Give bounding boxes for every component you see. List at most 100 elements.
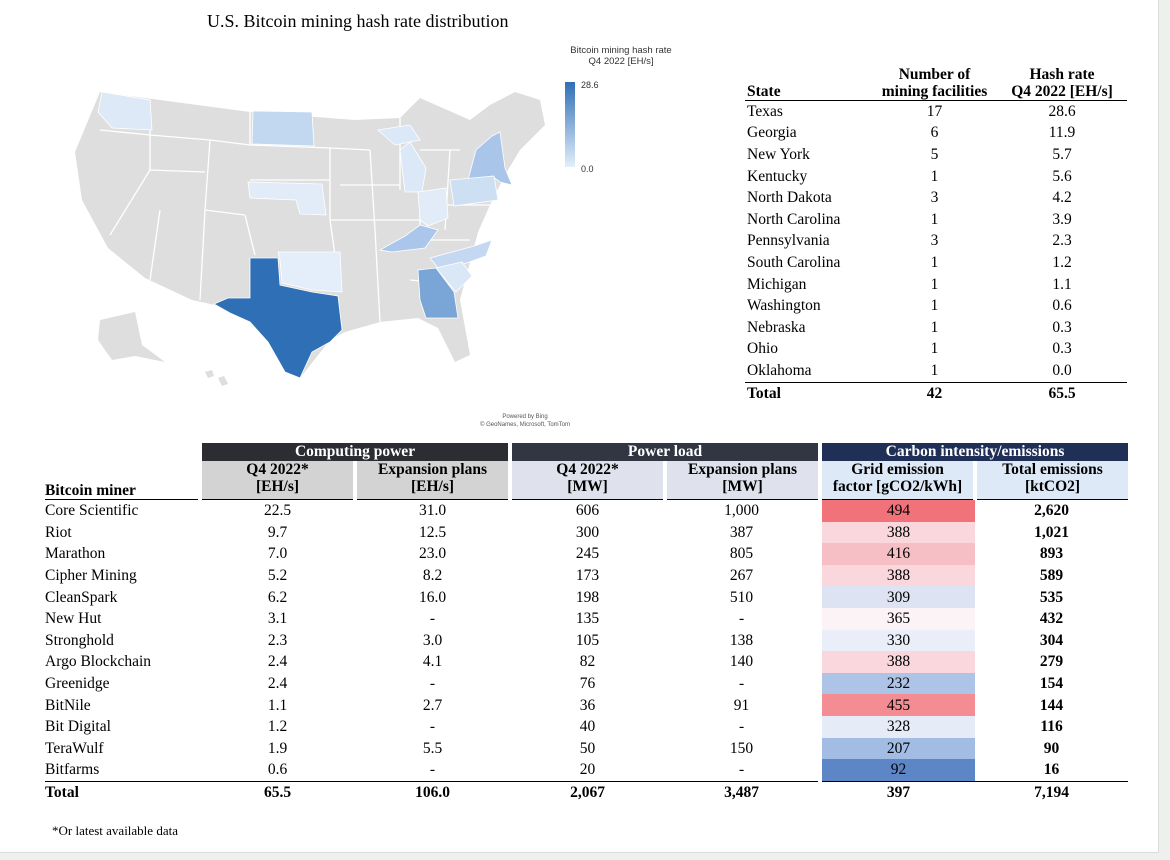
miner-name: Marathon [45,545,106,563]
miner-name: Greenidge [45,675,110,693]
miner-power-q4: 245 [575,545,600,563]
miner-hash-q4: 1.2 [267,718,288,736]
state-hash-rate: 3.9 [1052,210,1072,228]
state-row: New York 5 5.7 [745,144,1127,166]
state-hash-rate: 11.9 [1048,124,1076,142]
miner-row: Bit Digital 1.2 - 40 - 328 116 [45,715,1128,738]
state-name: Oklahoma [747,361,812,379]
miner-total-emissions: 116 [1040,718,1063,736]
miner-power-q4: 198 [575,588,600,606]
state-total-label: Total [747,384,781,402]
miner-grid-emission: 388 [818,564,976,587]
miner-hash-q4: 2.4 [267,653,288,671]
miner-row: CleanSpark 6.2 16.0 198 510 309 535 [45,586,1128,608]
legend-min-label: 0.0 [581,164,594,174]
miner-hash-exp: 16.0 [418,588,447,606]
state-hash-rate: 0.0 [1052,361,1072,379]
state-facilities: 1 [930,340,939,358]
state-facilities: 3 [930,189,939,207]
miner-row: Cipher Mining 5.2 8.2 173 267 388 589 [45,564,1128,587]
state-hawaii [205,370,228,386]
state-hash-rate: 1.1 [1052,275,1072,293]
miner-name: Core Scientific [45,502,139,520]
map-credit: Powered by Bing © GeoNames, Microsoft, T… [480,414,570,428]
miner-total-emissions: 144 [1039,696,1064,714]
miner-grid-emission: 328 [818,715,976,738]
miner-name: CleanSpark [45,588,118,606]
miner-name: TeraWulf [45,739,104,757]
miner-hash-exp: - [429,718,436,736]
miner-power-exp: - [738,610,745,628]
miner-grid-emission: 388 [818,521,976,544]
miner-grid-emission: 494 [818,499,976,522]
miner-hash-exp: 5.5 [422,739,443,757]
miner-table: Computing power Power load Carbon intens… [45,443,1129,804]
power-q4-header: Q4 2022* [MW] [508,461,666,500]
state-texas [213,257,343,379]
miner-hash-exp: 4.1 [422,653,443,671]
miner-total-power-exp: 3,487 [724,784,759,802]
state-ohio [417,187,449,227]
miner-total-emissions: 16 [1043,761,1060,779]
state-facilities: 1 [930,318,939,336]
state-row: Georgia 6 11.9 [745,123,1127,145]
miner-power-exp: 91 [733,696,750,714]
legend-max-label: 28.6 [581,80,599,90]
group-carbon-intensity: Carbon intensity/emissions [818,443,1129,461]
state-name: New York [747,145,810,163]
miner-grid-emission: 455 [818,694,976,716]
us-map [75,91,545,386]
miner-power-q4: 82 [579,653,596,671]
state-row: South Carolina 1 1.2 [745,252,1127,274]
miner-name: Bit Digital [45,718,111,736]
state-row: Kentucky 1 5.6 [745,166,1127,188]
miner-row: Greenidge 2.4 - 76 - 232 154 [45,672,1128,695]
state-south-carolina [435,261,473,293]
miner-power-q4: 173 [575,567,600,585]
facilities-header: Number of mining facilities [881,66,988,100]
miner-power-exp: 267 [729,567,754,585]
state-total-hash: 65.5 [1048,384,1076,402]
miner-row: TeraWulf 1.9 5.5 50 150 207 90 [45,737,1128,760]
state-facilities: 5 [930,145,939,163]
state-hash-rate: 1.2 [1052,253,1072,271]
miner-hash-q4: 1.1 [267,696,288,714]
state-row: Pennsylvania 3 2.3 [745,231,1127,253]
state-name: Nebraska [747,318,806,336]
state-name: Texas [747,102,783,120]
miner-row: New Hut 3.1 - 135 - 365 432 [45,607,1128,630]
state-facilities: 3 [930,232,939,250]
miner-hash-q4: 3.1 [267,610,288,628]
miner-row: BitNile 1.1 2.7 36 91 455 144 [45,694,1128,716]
miner-hash-q4: 5.2 [267,567,288,585]
state-name: Ohio [747,340,778,358]
state-washington [97,91,153,131]
state-row: Nebraska 1 0.3 [745,317,1127,339]
state-row: Michigan 1 1.1 [745,274,1127,296]
miner-power-exp: 1,000 [724,502,759,520]
miner-name: Argo Blockchain [45,653,152,671]
miner-hash-exp: 3.0 [422,631,443,649]
state-kentucky [378,224,439,253]
sub-header-row: Bitcoin miner Q4 2022* [EH/s] Expansion … [45,461,1129,500]
grid-emission-header: Grid emission factor [gCO2/kWh] [818,461,976,500]
state-nebraska [247,181,327,216]
miner-hash-q4: 22.5 [263,502,292,520]
state-pennsylvania [449,175,499,207]
miner-row: Core Scientific 22.5 31.0 606 1,000 494 2,620 [45,499,1128,522]
state-name: North Dakota [747,189,832,207]
miner-power-exp: 138 [729,631,754,649]
miner-hash-exp: - [429,675,436,693]
miner-total-emissions: 304 [1039,631,1064,649]
miner-grid-emission: 365 [818,607,976,630]
miner-total-hash-q4: 65.5 [263,784,292,802]
state-row: Washington 1 0.6 [745,295,1127,317]
legend-title: Bitcoin mining hash rate Q4 2022 [EH/s] [570,45,672,67]
miner-power-q4: 135 [575,610,600,628]
hash-expansion-header: Expansion plans [EH/s] [352,461,511,500]
miner-power-q4: 50 [579,739,596,757]
miner-power-q4: 76 [579,675,596,693]
state-michigan [377,124,427,193]
state-hash-rate: 28.6 [1048,102,1076,120]
